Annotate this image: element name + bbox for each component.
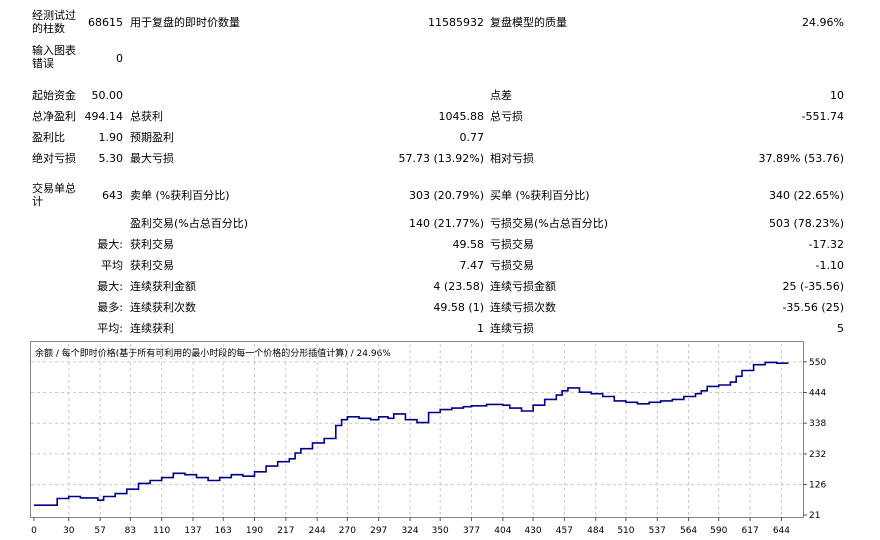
value-gross-loss: -551.74 xyxy=(801,110,844,123)
label-relative-drawdown: 相对亏损 xyxy=(490,152,534,165)
value-chart-errors: 0 xyxy=(116,52,123,65)
value-maximal-consecutive-loss: -35.56 (25) xyxy=(782,301,844,314)
x-tick-label: 137 xyxy=(184,526,201,536)
value-profit-trades: 140 (21.77%) xyxy=(408,217,484,230)
label-max-consecutive-losses-money: 连续亏损金额 xyxy=(490,280,556,293)
label-maximum: 最大: xyxy=(97,280,123,293)
x-tick-label: 617 xyxy=(742,526,759,536)
value-total-trades: 643 xyxy=(102,189,123,202)
y-axis-ticks: 21 126 232 338 444 550 xyxy=(803,358,826,521)
x-tick-label: 190 xyxy=(246,526,263,536)
value-average-consecutive-wins: 1 xyxy=(477,322,484,335)
label-total-trades: 交易单总 计 xyxy=(32,182,76,208)
label-average-consecutive-wins: 连续获利 xyxy=(130,322,174,335)
x-tick-label: 163 xyxy=(215,526,232,536)
x-tick-label: 350 xyxy=(432,526,449,536)
label-long-positions: 买单 (%获利百分比) xyxy=(490,189,590,202)
label-net-profit: 总净盈利 xyxy=(32,110,76,123)
x-tick-label: 57 xyxy=(94,526,105,536)
value-profit-factor: 1.90 xyxy=(98,131,124,144)
y-tick-label: 550 xyxy=(809,358,826,368)
x-tick-label: 564 xyxy=(680,526,697,536)
y-tick-label: 338 xyxy=(809,419,826,429)
value-maximal-drawdown: 57.73 (13.92%) xyxy=(398,152,484,165)
x-tick-label: 484 xyxy=(587,526,604,536)
y-tick-label: 444 xyxy=(809,388,826,398)
x-tick-label: 537 xyxy=(649,526,666,536)
value-expected-payoff: 0.77 xyxy=(459,131,485,144)
label-profit-trades: 盈利交易(%占总百分比) xyxy=(130,217,249,230)
y-tick-label: 126 xyxy=(809,481,826,491)
label-absolute-drawdown: 绝对亏损 xyxy=(32,152,76,165)
value-loss-trades: 503 (78.23%) xyxy=(768,217,844,230)
label-average-consecutive: 平均: xyxy=(97,322,123,335)
x-tick-label: 644 xyxy=(773,526,790,536)
x-axis-ticks: 0 30 57 83 110 137 163 190 217 244 270 297 324 350 377… xyxy=(31,517,790,536)
label-loss-trades: 亏损交易(%占总百分比) xyxy=(490,217,609,230)
label-bars-tested: 经测试过 的柱数 xyxy=(32,9,76,35)
label-average: 平均 xyxy=(101,259,123,272)
value-max-consecutive-wins-money: 4 (23.58) xyxy=(433,280,484,293)
label-chart-errors: 输入图表 错误 xyxy=(32,44,76,70)
value-initial-deposit: 50.00 xyxy=(91,89,124,102)
x-tick-label: 83 xyxy=(125,526,136,536)
value-average-loss-trade: -1.10 xyxy=(815,259,844,272)
value-largest-profit-trade: 49.58 xyxy=(452,238,485,251)
x-tick-label: 30 xyxy=(63,526,75,536)
value-long-positions: 340 (22.65%) xyxy=(768,189,844,202)
y-tick-label: 21 xyxy=(809,511,820,521)
chart-caption: 余额 / 每个即时价格(基于所有可利用的最小时段的每一个价格的分形插值计算) /… xyxy=(35,349,391,359)
value-net-profit: 494.14 xyxy=(84,110,124,123)
x-tick-label: 270 xyxy=(339,526,356,536)
label-maximal-consecutive-loss: 连续亏损次数 xyxy=(490,301,556,314)
label-maximal-consecutive-profit: 连续获利次数 xyxy=(130,301,196,314)
value-bars-tested: 68615 xyxy=(88,16,123,29)
label-gross-loss: 总亏损 xyxy=(490,110,523,123)
x-tick-label: 457 xyxy=(556,526,573,536)
value-gross-profit: 1045.88 xyxy=(438,110,485,123)
value-modelling-quality: 24.96% xyxy=(802,16,844,29)
value-largest-loss-trade: -17.32 xyxy=(808,238,844,251)
label-spread: 点差 xyxy=(490,89,512,102)
x-tick-label: 404 xyxy=(494,526,511,536)
label-maximal-drawdown: 最大亏损 xyxy=(130,152,174,165)
value-average-consecutive-losses: 5 xyxy=(837,322,844,335)
label-modelling-quality: 复盘模型的质量 xyxy=(490,16,567,29)
label-average-profit-trade: 获利交易 xyxy=(130,259,174,272)
label-average-loss-trade: 亏损交易 xyxy=(490,259,534,272)
balance-chart-frame: 余额 / 每个即时价格(基于所有可利用的最小时段的每一个价格的分形插值计算) /… xyxy=(30,341,804,518)
x-tick-label: 377 xyxy=(463,526,480,536)
label-expected-payoff: 预期盈利 xyxy=(130,131,174,144)
value-absolute-drawdown: 5.30 xyxy=(98,152,124,165)
label-gross-profit: 总获利 xyxy=(130,110,163,123)
label-largest-profit-trade: 获利交易 xyxy=(130,238,174,251)
value-spread: 10 xyxy=(830,89,844,102)
x-tick-label: 324 xyxy=(401,526,418,536)
label-max-consecutive-wins-money: 连续获利金额 xyxy=(130,280,196,293)
x-tick-label: 297 xyxy=(370,526,387,536)
value-short-positions: 303 (20.79%) xyxy=(408,189,484,202)
y-tick-label: 232 xyxy=(809,450,826,460)
label-profit-factor: 盈利比 xyxy=(32,131,65,144)
x-tick-label: 110 xyxy=(153,526,170,536)
label-maximal: 最多: xyxy=(97,301,123,314)
value-average-profit-trade: 7.47 xyxy=(459,259,485,272)
value-ticks-modelled: 11585932 xyxy=(428,16,484,29)
label-initial-deposit: 起始资金 xyxy=(32,89,76,102)
label-average-consecutive-losses: 连续亏损 xyxy=(490,322,534,335)
label-largest-loss-trade: 亏损交易 xyxy=(490,238,534,251)
value-relative-drawdown: 37.89% (53.76) xyxy=(758,152,844,165)
x-tick-label: 430 xyxy=(524,526,541,536)
x-tick-label: 0 xyxy=(31,526,37,536)
label-largest: 最大: xyxy=(97,238,123,251)
x-tick-label: 510 xyxy=(617,526,634,536)
label-short-positions: 卖单 (%获利百分比) xyxy=(130,189,230,202)
x-tick-label: 590 xyxy=(710,526,727,536)
label-ticks-modelled: 用于复盘的即时价数量 xyxy=(130,16,240,29)
value-maximal-consecutive-profit: 49.58 (1) xyxy=(433,301,484,314)
value-max-consecutive-losses-money: 25 (-35.56) xyxy=(782,280,844,293)
x-tick-label: 217 xyxy=(277,526,294,536)
x-tick-label: 244 xyxy=(309,526,326,536)
